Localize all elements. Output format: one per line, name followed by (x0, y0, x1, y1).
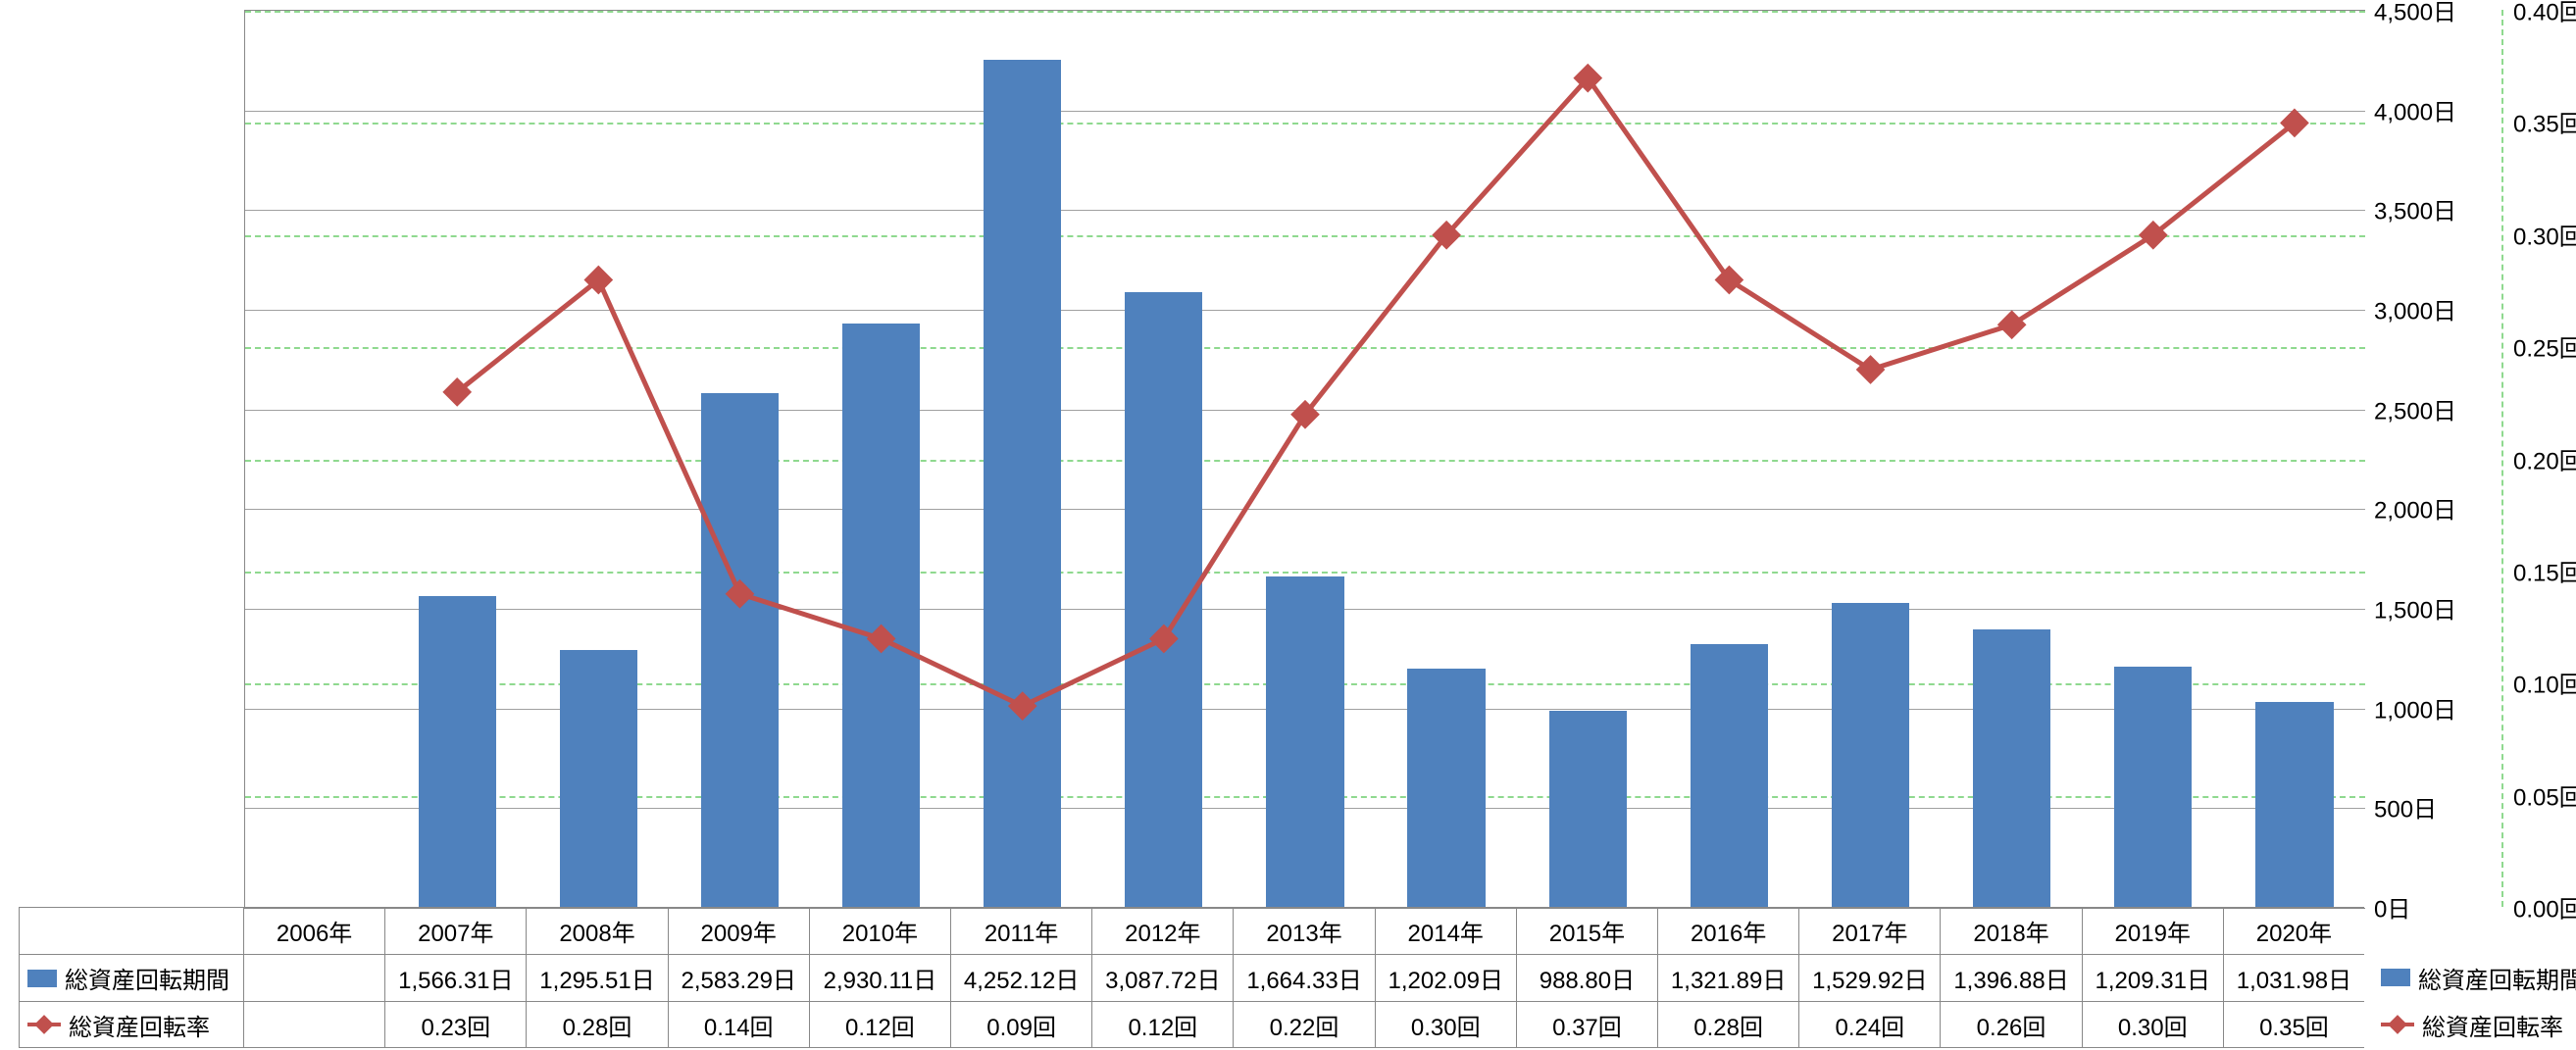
line-values-row-cell: 0.26回 (1941, 1002, 2082, 1047)
line-series-name: 総資産回転率 (69, 1008, 210, 1042)
category-row-header (19, 908, 244, 954)
y-right-tick-label: 0.30回 (2513, 217, 2576, 251)
y-right-tick-label: 0.15回 (2513, 553, 2576, 587)
y-right-tick-label: 0.05回 (2513, 777, 2576, 812)
y-right-tick-label: 0.20回 (2513, 441, 2576, 475)
line-values-row-cell: 0.30回 (1376, 1002, 1517, 1047)
category-row-cell: 2014年 (1376, 908, 1517, 954)
line-values-row-header: 総資産回転率 (19, 1002, 244, 1047)
y-left-tick-label: 1,500日 (2374, 591, 2456, 625)
bar-values-row: 総資産回転期間 1,566.31日1,295.51日2,583.29日2,930.… (19, 954, 2364, 1001)
y-left-tick-label: 3,000日 (2374, 292, 2456, 326)
line-marker (726, 580, 753, 608)
turnover-chart: 0日 500日 1,000日 1,500日 2,000日 2,500日 3,000日 3,50… (0, 0, 2576, 1050)
line-marker (1998, 311, 2026, 338)
bar-values-row-cell: 1,202.09日 (1376, 955, 1517, 1001)
category-row: 2006年2007年2008年2009年2010年2011年2012年2013年… (19, 907, 2364, 954)
bar-values-row-cell: 2,930.11日 (810, 955, 951, 1001)
bar-values-row-cell: 3,087.72日 (1092, 955, 1234, 1001)
category-row-cell: 2012年 (1092, 908, 1234, 954)
y-right-tick-label: 0.25回 (2513, 329, 2576, 364)
bar-values-row-cell: 988.80日 (1517, 955, 1658, 1001)
y-left-tick-label: 3,500日 (2374, 192, 2456, 226)
line-marker (867, 625, 894, 652)
line-marker (1150, 625, 1178, 652)
bar-series-name-right: 総資産回転期間 (2418, 961, 2576, 995)
line-swatch-icon (27, 1018, 61, 1031)
bar-values-row-cell: 1,209.31日 (2083, 955, 2224, 1001)
y-right-tick-label: 0.10回 (2513, 666, 2576, 700)
category-row-cell: 2017年 (1799, 908, 1941, 954)
category-row-cell: 2008年 (527, 908, 668, 954)
y-right-tick-label: 0.00回 (2513, 890, 2576, 925)
bar-values-row-cell: 2,583.29日 (669, 955, 810, 1001)
line-values-row-cell: 0.22回 (1234, 1002, 1375, 1047)
line-series-name-right: 総資産回転率 (2422, 1008, 2563, 1042)
bar-values-row-cell: 1,396.88日 (1941, 955, 2082, 1001)
bar-values-row-header: 総資産回転期間 (19, 955, 244, 1001)
category-row-cell: 2015年 (1517, 908, 1658, 954)
line-values-row-cell: 0.14回 (669, 1002, 810, 1047)
category-row-cell: 2013年 (1234, 908, 1375, 954)
category-row-cell: 2007年 (385, 908, 527, 954)
category-row-cell: 2006年 (244, 908, 385, 954)
y-right-tick-label: 0.40回 (2513, 0, 2576, 27)
bar-values-row-cell: 1,031.98日 (2224, 955, 2364, 1001)
line-series (245, 11, 2365, 908)
line-values-row-cell: 0.28回 (527, 1002, 668, 1047)
line-values-row-cell: 0.37回 (1517, 1002, 1658, 1047)
bar-values-row-cell: 1,566.31日 (385, 955, 527, 1001)
line-values-row-cell: 0.35回 (2224, 1002, 2364, 1047)
line-values-row: 総資産回転率0.23回0.28回0.14回0.12回0.09回0.12回0.22… (19, 1001, 2364, 1048)
category-row-cell: 2009年 (669, 908, 810, 954)
line-values-row-cell: 0.28回 (1658, 1002, 1799, 1047)
line-values-row-cell: 0.12回 (1092, 1002, 1234, 1047)
category-row-cell: 2011年 (951, 908, 1092, 954)
y-left-tick-label: 1,000日 (2374, 690, 2456, 725)
right-legend-line: 総資産回転率 (2373, 1001, 2563, 1048)
y-left-tick-label: 2,000日 (2374, 491, 2456, 525)
category-row-cell: 2018年 (1941, 908, 2082, 954)
y-left-tick-label: 0日 (2374, 890, 2410, 925)
category-row-cell: 2020年 (2224, 908, 2364, 954)
line-values-row-cell: 0.12回 (810, 1002, 951, 1047)
y-left-tick-label: 4,500日 (2374, 0, 2456, 27)
category-row-cell: 2010年 (810, 908, 951, 954)
line-values-row-cell: 0.30回 (2083, 1002, 2224, 1047)
line-marker (1009, 692, 1036, 720)
y-left-tick-label: 2,500日 (2374, 391, 2456, 425)
line-swatch-icon (2381, 1018, 2414, 1031)
category-row-cell: 2019年 (2083, 908, 2224, 954)
category-row-cell: 2016年 (1658, 908, 1799, 954)
bar-swatch-icon (2381, 969, 2410, 986)
bar-values-row-cell: 1,529.92日 (1799, 955, 1941, 1001)
line-marker (1856, 356, 1884, 383)
y-left-tick-label: 4,000日 (2374, 92, 2456, 126)
bar-values-row-cell: 1,295.51日 (527, 955, 668, 1001)
bar-swatch-icon (27, 970, 57, 987)
line-path (457, 78, 2295, 707)
line-values-row-cell: 0.09回 (951, 1002, 1092, 1047)
line-values-row-cell (244, 1002, 385, 1047)
right-axis-line (2501, 10, 2503, 907)
bar-values-row-cell: 1,664.33日 (1234, 955, 1375, 1001)
plot-area (244, 10, 2365, 909)
line-values-row-cell: 0.24回 (1799, 1002, 1941, 1047)
right-legend-bar: 総資産回転期間 (2373, 954, 2576, 1001)
line-values-row-cell: 0.23回 (385, 1002, 527, 1047)
bar-series-name: 総資産回転期間 (65, 961, 229, 995)
bar-values-row-cell (244, 955, 385, 1001)
y-left-tick-label: 500日 (2374, 790, 2437, 825)
y-right-tick-label: 0.35回 (2513, 105, 2576, 139)
bar-values-row-cell: 4,252.12日 (951, 955, 1092, 1001)
bar-values-row-cell: 1,321.89日 (1658, 955, 1799, 1001)
